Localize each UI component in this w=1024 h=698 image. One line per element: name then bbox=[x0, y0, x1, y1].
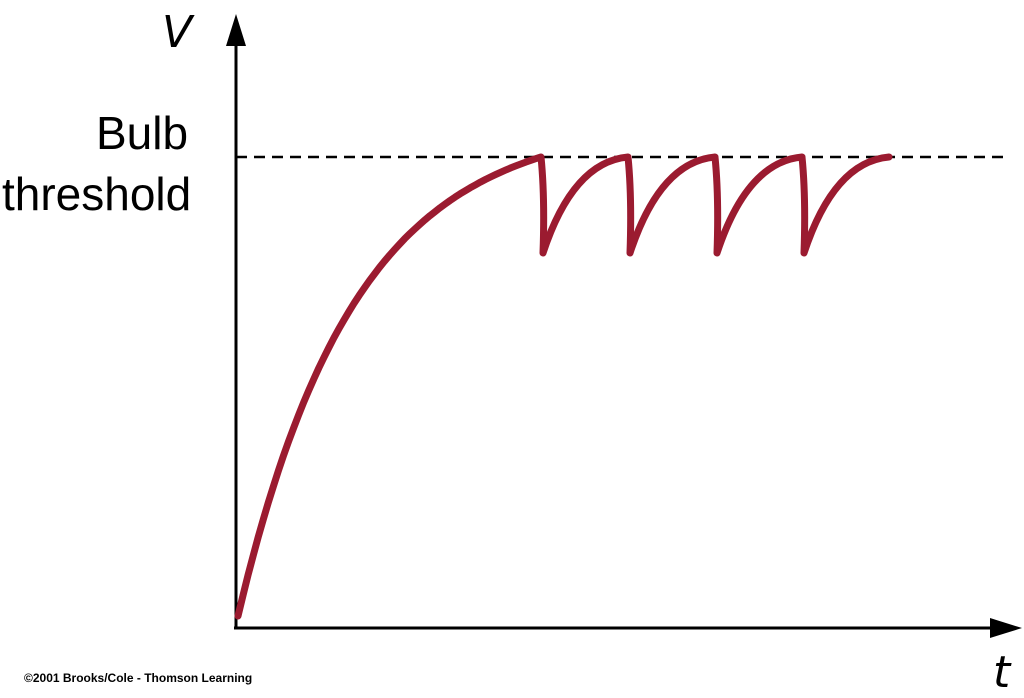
y-axis-label: V bbox=[162, 7, 195, 58]
threshold-label-line2: threshold bbox=[2, 168, 191, 220]
y-axis-arrowhead bbox=[226, 14, 246, 46]
copyright-notice: ©2001 Brooks/Cole - Thomson Learning bbox=[24, 671, 252, 685]
x-axis-arrowhead bbox=[990, 618, 1022, 638]
threshold-label-line1: Bulb bbox=[96, 107, 188, 159]
x-axis-label: t bbox=[993, 647, 1012, 698]
voltage-curve bbox=[234, 153, 893, 620]
